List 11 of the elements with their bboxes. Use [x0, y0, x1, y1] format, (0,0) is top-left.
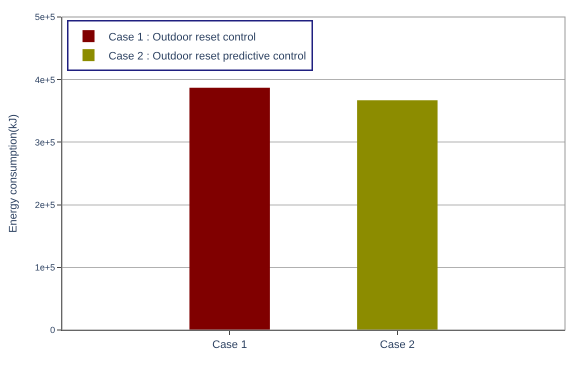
legend-label: Case 2 : Outdoor reset predictive control — [108, 50, 306, 62]
y-tick-label: 0 — [50, 325, 56, 336]
y-axis-title: Energy consumption(kJ) — [8, 114, 20, 233]
y-tick-label: 3e+5 — [34, 137, 56, 148]
y-tick-label: 2e+5 — [34, 200, 56, 210]
x-tick-label: Case 2 — [380, 339, 415, 352]
y-tick-label: 1e+5 — [34, 262, 56, 273]
legend-label: Case 1 : Outdoor reset control — [108, 31, 256, 44]
x-tick-label: Case 1 — [212, 339, 248, 352]
y-tick-label: 4e+5 — [34, 74, 56, 85]
y-tick-label: 5e+5 — [34, 12, 56, 22]
